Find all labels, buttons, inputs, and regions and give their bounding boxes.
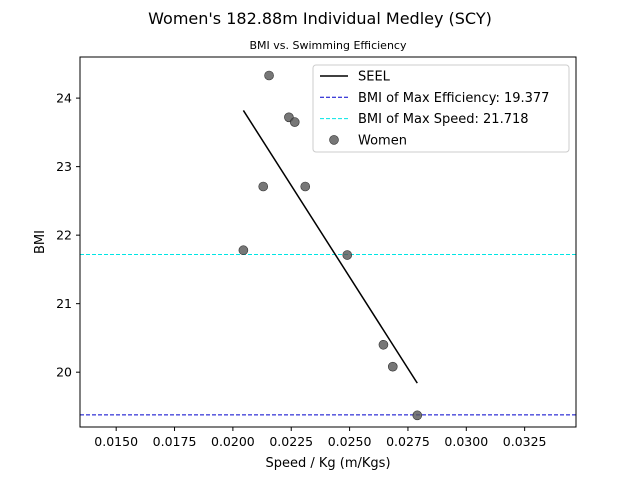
data-point <box>412 410 423 421</box>
x-tick-label: 0.0300 <box>444 434 488 449</box>
data-point <box>378 339 389 350</box>
chart-title: Women's 182.88m Individual Medley (SCY) <box>148 9 492 28</box>
legend-swatch-marker <box>329 135 339 145</box>
data-point <box>289 117 300 127</box>
y-axis-label: BMI <box>33 230 48 254</box>
y-tick-label: 22 <box>56 228 72 243</box>
data-point <box>342 250 353 260</box>
y-tick-label: 23 <box>56 159 72 174</box>
y-tick-label: 20 <box>56 365 72 380</box>
legend-label: Women <box>358 133 407 148</box>
plot-area <box>80 70 576 421</box>
y-tick-label: 24 <box>56 91 72 106</box>
y-axis: 20 21 22 23 24 <box>56 91 80 380</box>
legend-label: BMI of Max Speed: 21.718 <box>358 112 529 127</box>
legend: SEEL BMI of Max Efficiency: 19.377 BMI of … <box>312 64 570 153</box>
chart-subtitle: BMI vs. Swimming Efficiency <box>250 39 407 52</box>
data-point <box>264 70 274 81</box>
x-tick-label: 0.0175 <box>153 434 197 449</box>
x-axis: 0.0150 0.0175 0.0200 0.0225 0.0250 0.0275 0.03… <box>94 427 547 449</box>
x-tick-label: 0.0250 <box>328 434 372 449</box>
data-point <box>300 181 311 192</box>
x-axis-label: Speed / Kg (m/Kgs) <box>265 456 390 471</box>
seel-line <box>242 110 418 384</box>
legend-box <box>312 64 570 153</box>
x-tick-label: 0.0325 <box>503 434 547 449</box>
y-tick-label: 21 <box>56 296 72 311</box>
legend-label: SEEL <box>358 70 391 85</box>
legend-label: BMI of Max Efficiency: 19.377 <box>358 91 549 106</box>
x-tick-label: 0.0150 <box>94 434 138 449</box>
plot-frame <box>79 56 577 428</box>
x-tick-label: 0.0275 <box>386 434 430 449</box>
data-point <box>387 361 398 372</box>
x-tick-label: 0.0225 <box>269 434 313 449</box>
data-point <box>258 181 269 192</box>
x-tick-label: 0.0200 <box>211 434 255 449</box>
data-point <box>238 245 249 256</box>
